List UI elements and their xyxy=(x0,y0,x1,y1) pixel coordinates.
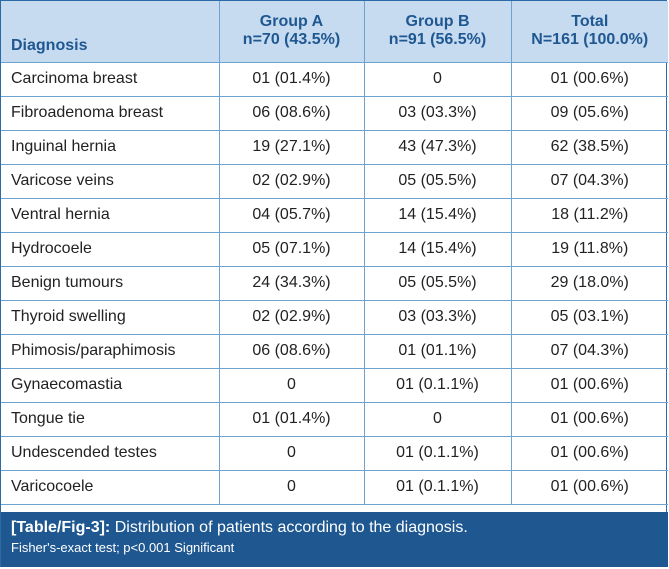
cell-group-b: 03 (03.3%) xyxy=(363,95,512,131)
table-row: Benign tumours 24 (34.3%) 05 (05.5%) 29 … xyxy=(1,265,668,301)
cell-total: 07 (04.3%) xyxy=(510,333,668,369)
header-group-b-count: n=91 (56.5%) xyxy=(388,31,487,49)
cell-diagnosis: Benign tumours xyxy=(1,265,220,301)
cell-total: 01 (00.6%) xyxy=(510,469,668,505)
cell-group-b: 01 (01.1%) xyxy=(363,333,512,369)
caption-note: Fisher's-exact test; p<0.001 Significant xyxy=(11,540,235,555)
cell-diagnosis: Thyroid swelling xyxy=(1,299,220,335)
cell-total: 01 (00.6%) xyxy=(510,435,668,471)
header-diagnosis-label: Diagnosis xyxy=(11,36,88,54)
cell-group-b: 01 (0.1.1%) xyxy=(363,367,512,403)
cell-total: 01 (00.6%) xyxy=(510,401,668,437)
cell-diagnosis: Gynaecomastia xyxy=(1,367,220,403)
cell-group-b: 0 xyxy=(363,61,512,97)
header-group-a: Group A n=70 (43.5%) xyxy=(218,1,365,63)
figure-caption: [Table/Fig-3]: Distribution of patients … xyxy=(1,512,668,567)
diagnosis-table: Diagnosis Group A n=70 (43.5%) Group B n… xyxy=(1,1,668,505)
header-group-b: Group B n=91 (56.5%) xyxy=(363,1,512,63)
table-row: Ventral hernia 04 (05.7%) 14 (15.4%) 18 … xyxy=(1,197,668,233)
cell-group-a: 24 (34.3%) xyxy=(218,265,365,301)
table-row: Phimosis/paraphimosis 06 (08.6%) 01 (01.… xyxy=(1,333,668,369)
header-total-title: Total xyxy=(571,13,609,31)
cell-total: 01 (00.6%) xyxy=(510,61,668,97)
header-diagnosis: Diagnosis xyxy=(1,1,220,63)
table-row: Undescended testes 0 01 (0.1.1%) 01 (00.… xyxy=(1,435,668,471)
header-total: Total N=161 (100.0%) xyxy=(510,1,668,63)
caption-main-line: [Table/Fig-3]: Distribution of patients … xyxy=(11,518,668,538)
table-row: Gynaecomastia 0 01 (0.1.1%) 01 (00.6%) xyxy=(1,367,668,403)
table-row: Fibroadenoma breast 06 (08.6%) 03 (03.3%… xyxy=(1,95,668,131)
cell-group-a: 04 (05.7%) xyxy=(218,197,365,233)
cell-diagnosis: Varicocoele xyxy=(1,469,220,505)
table-row: Hydrocoele 05 (07.1%) 14 (15.4%) 19 (11.… xyxy=(1,231,668,267)
cell-group-a: 19 (27.1%) xyxy=(218,129,365,165)
cell-diagnosis: Undescended testes xyxy=(1,435,220,471)
cell-total: 05 (03.1%) xyxy=(510,299,668,335)
cell-group-a: 05 (07.1%) xyxy=(218,231,365,267)
cell-diagnosis: Varicose veins xyxy=(1,163,220,199)
cell-group-a: 01 (01.4%) xyxy=(218,401,365,437)
cell-group-b: 14 (15.4%) xyxy=(363,197,512,233)
cell-total: 29 (18.0%) xyxy=(510,265,668,301)
cell-group-b: 01 (0.1.1%) xyxy=(363,435,512,471)
cell-group-a: 01 (01.4%) xyxy=(218,61,365,97)
cell-group-b: 14 (15.4%) xyxy=(363,231,512,267)
cell-group-a: 0 xyxy=(218,435,365,471)
caption-label: [Table/Fig-3]: xyxy=(11,519,111,536)
cell-group-b: 43 (47.3%) xyxy=(363,129,512,165)
cell-total: 01 (00.6%) xyxy=(510,367,668,403)
table-row: Tongue tie 01 (01.4%) 0 01 (00.6%) xyxy=(1,401,668,437)
cell-group-b: 03 (03.3%) xyxy=(363,299,512,335)
cell-group-a: 02 (02.9%) xyxy=(218,299,365,335)
cell-total: 09 (05.6%) xyxy=(510,95,668,131)
cell-diagnosis: Inguinal hernia xyxy=(1,129,220,165)
table-row: Varicocoele 0 01 (0.1.1%) 01 (00.6%) xyxy=(1,469,668,505)
cell-total: 07 (04.3%) xyxy=(510,163,668,199)
cell-diagnosis: Hydrocoele xyxy=(1,231,220,267)
header-group-a-title: Group A xyxy=(259,13,324,31)
table-row: Varicose veins 02 (02.9%) 05 (05.5%) 07 … xyxy=(1,163,668,199)
header-group-a-count: n=70 (43.5%) xyxy=(242,31,341,49)
cell-group-a: 06 (08.6%) xyxy=(218,333,365,369)
cell-diagnosis: Phimosis/paraphimosis xyxy=(1,333,220,369)
cell-diagnosis: Fibroadenoma breast xyxy=(1,95,220,131)
cell-diagnosis: Carcinoma breast xyxy=(1,61,220,97)
header-total-count: N=161 (100.0%) xyxy=(531,31,649,49)
table-row: Thyroid swelling 02 (02.9%) 03 (03.3%) 0… xyxy=(1,299,668,335)
cell-group-a: 02 (02.9%) xyxy=(218,163,365,199)
cell-group-a: 06 (08.6%) xyxy=(218,95,365,131)
cell-group-b: 0 xyxy=(363,401,512,437)
cell-group-a: 0 xyxy=(218,469,365,505)
table-header-row: Diagnosis Group A n=70 (43.5%) Group B n… xyxy=(1,1,668,63)
cell-group-a: 0 xyxy=(218,367,365,403)
cell-diagnosis: Ventral hernia xyxy=(1,197,220,233)
cell-total: 19 (11.8%) xyxy=(510,231,668,267)
cell-diagnosis: Tongue tie xyxy=(1,401,220,437)
caption-text: Distribution of patients according to th… xyxy=(114,519,468,536)
cell-total: 18 (11.2%) xyxy=(510,197,668,233)
cell-group-b: 01 (0.1.1%) xyxy=(363,469,512,505)
table-row: Inguinal hernia 19 (27.1%) 43 (47.3%) 62… xyxy=(1,129,668,165)
cell-group-b: 05 (05.5%) xyxy=(363,163,512,199)
cell-total: 62 (38.5%) xyxy=(510,129,668,165)
header-group-b-title: Group B xyxy=(405,13,470,31)
cell-group-b: 05 (05.5%) xyxy=(363,265,512,301)
table-row: Carcinoma breast 01 (01.4%) 0 01 (00.6%) xyxy=(1,61,668,97)
